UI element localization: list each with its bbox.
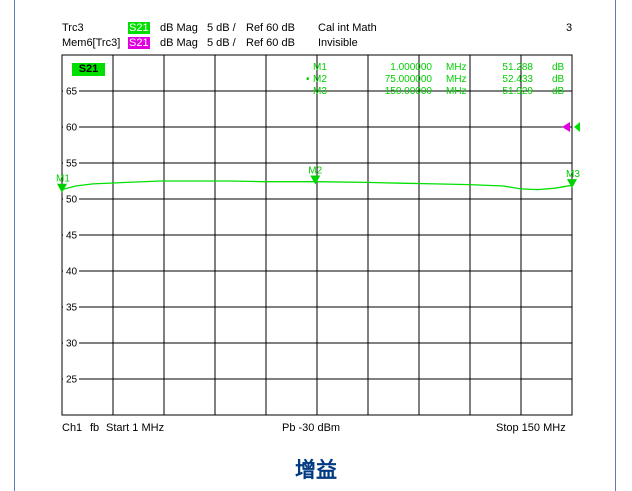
marker-label: M2 [308, 165, 322, 176]
memory-trace-name[interactable]: Mem6[Trc3] [62, 37, 121, 49]
y-tick-label: 55 [66, 159, 78, 170]
active-trace-label[interactable]: S21 [72, 63, 105, 76]
y-tick-bg [63, 373, 79, 384]
marker-layer: M1 M2 M3 [56, 165, 580, 193]
footer-start[interactable]: Start 1 MHz [106, 422, 165, 434]
y-tick-label: 45 [66, 231, 78, 242]
trace-layer [61, 122, 580, 191]
marker-table-name: M1 [313, 62, 327, 73]
marker-triangle[interactable] [57, 183, 67, 193]
plot-grid [61, 54, 573, 416]
memory-param-tag[interactable]: S21 [128, 37, 150, 49]
marker-table-freq: 1.000000 [390, 62, 432, 73]
y-tick-bg [63, 265, 79, 276]
y-tick-label: 65 [66, 87, 78, 98]
marker-label: M1 [56, 174, 70, 185]
memory-ref[interactable]: Ref 60 dB [246, 37, 295, 49]
ref-level-marker-left [562, 122, 570, 132]
y-tick-bg [63, 193, 79, 204]
y-tick-bg [63, 157, 79, 168]
footer-stop[interactable]: Stop 150 MHz [496, 422, 566, 434]
memory-scale[interactable]: 5 dB / [207, 37, 236, 49]
y-tick-bg [63, 301, 79, 312]
trace-math: Cal int Math [318, 22, 377, 34]
marker-table-value-unit: dB [552, 62, 565, 73]
trace-ref[interactable]: Ref 60 dB [246, 22, 295, 34]
ref-level-marker-right [574, 122, 580, 132]
instrument-frame [14, 0, 616, 491]
y-tick-label: 60 [66, 123, 78, 134]
y-tick-label: 50 [66, 195, 78, 206]
marker-table-value-unit: dB [552, 74, 565, 85]
footer-channel[interactable]: Ch1 [62, 422, 83, 434]
marker-table-value-unit: dB [552, 86, 565, 97]
marker-table-name: M2 [313, 74, 327, 85]
marker-table-value: 52.433 [502, 74, 533, 85]
trace-scale[interactable]: 5 dB / [207, 22, 236, 34]
trace-line-s21 [61, 180, 573, 191]
marker-table-freq: 75.000000 [385, 74, 433, 85]
footer-power[interactable]: Pb -30 dBm [282, 422, 341, 434]
channel-number: 3 [566, 22, 573, 34]
y-tick-bg [63, 337, 79, 348]
footer-mode: fb [90, 422, 100, 434]
y-tick-bg [63, 229, 79, 240]
y-axis-ticks: 65 60 55 50 45 40 35 30 25 [63, 85, 79, 386]
y-tick-label: 25 [66, 375, 78, 386]
marker-triangle[interactable] [310, 175, 321, 185]
marker-table: M1 1.000000 MHz 51.288 dB • M2 75.000000 MHz 52.4… [306, 62, 565, 97]
marker-label: M3 [566, 169, 580, 180]
y-tick-bg [63, 85, 79, 96]
marker-table-freq-unit: MHz [446, 62, 467, 73]
y-tick-label: 35 [66, 303, 78, 314]
trace-param-tag[interactable]: S21 [128, 22, 150, 34]
marker-table-freq-unit: MHz [446, 74, 467, 85]
marker-table-freq-unit: MHz [446, 86, 467, 97]
marker-table-value: 51.288 [502, 62, 533, 73]
marker-table-value: 51.929 [502, 86, 533, 97]
trace-name[interactable]: Trc3 [62, 22, 84, 34]
y-tick-bg [63, 121, 79, 132]
y-tick-label: 30 [66, 339, 78, 350]
memory-format[interactable]: dB Mag [160, 37, 198, 49]
marker-table-freq: 150.00000 [385, 86, 433, 97]
y-tick-label: 40 [66, 267, 78, 278]
marker-table-name: M3 [313, 86, 327, 97]
active-marker-dot: • [306, 74, 310, 85]
memory-visibility: Invisible [318, 37, 358, 49]
trace-format[interactable]: dB Mag [160, 22, 198, 34]
figure-caption: 增益 [295, 458, 337, 482]
marker-triangle[interactable] [567, 179, 577, 189]
